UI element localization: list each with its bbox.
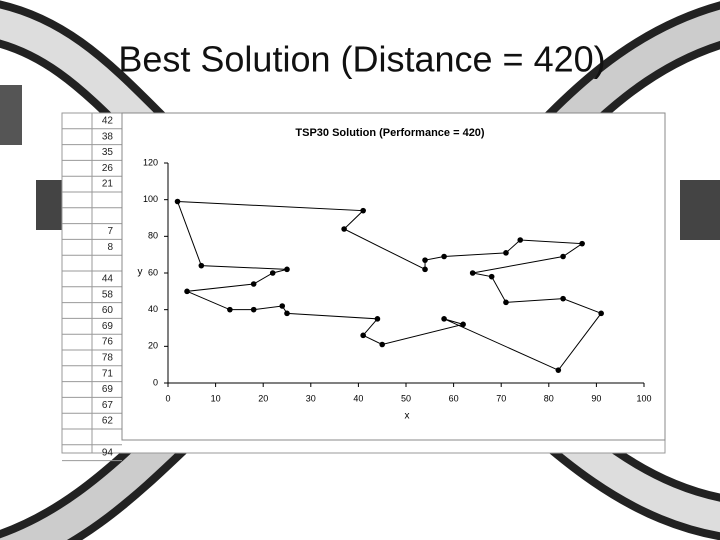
sheet-cell: 78 bbox=[102, 353, 114, 364]
city-point bbox=[374, 316, 381, 322]
x-tick-label: 70 bbox=[496, 393, 506, 403]
city-point bbox=[279, 303, 286, 309]
x-tick-label: 40 bbox=[353, 393, 363, 403]
city-point bbox=[598, 310, 604, 317]
sheet-cell: 44 bbox=[102, 274, 114, 285]
city-point bbox=[284, 310, 290, 317]
city-point bbox=[441, 316, 447, 322]
city-point bbox=[360, 207, 366, 214]
sheet-cell: 69 bbox=[102, 384, 114, 395]
city-point bbox=[284, 266, 290, 273]
x-tick-label: 90 bbox=[591, 393, 601, 403]
city-point bbox=[341, 226, 347, 232]
x-tick-label: 10 bbox=[211, 393, 221, 403]
y-axis-label: y bbox=[138, 267, 143, 278]
y-tick-label: 0 bbox=[153, 377, 158, 387]
x-tick-label: 30 bbox=[306, 393, 316, 403]
sheet-cell: 42 bbox=[102, 116, 114, 127]
city-point bbox=[560, 253, 566, 260]
city-point bbox=[422, 257, 428, 263]
sheet-cell: 38 bbox=[102, 131, 114, 142]
city-point bbox=[560, 295, 566, 302]
city-point bbox=[379, 341, 386, 348]
sheet-cell: 35 bbox=[102, 147, 114, 158]
city-point bbox=[174, 198, 181, 205]
city-point bbox=[579, 240, 585, 247]
x-axis-label: x bbox=[405, 411, 410, 422]
x-tick-label: 20 bbox=[258, 393, 268, 403]
sheet-cell: 71 bbox=[102, 368, 114, 379]
city-point bbox=[227, 306, 233, 313]
chart-title: TSP30 Solution (Performance = 420) bbox=[295, 127, 485, 139]
sheet-cell: 8 bbox=[107, 242, 113, 253]
sheet-cell: 7 bbox=[107, 226, 113, 237]
city-point bbox=[517, 237, 524, 243]
city-point bbox=[503, 299, 509, 306]
city-point bbox=[198, 262, 205, 269]
x-tick-label: 80 bbox=[544, 393, 554, 403]
sheet-cell: 62 bbox=[102, 416, 114, 427]
city-point bbox=[460, 321, 466, 328]
y-tick-label: 100 bbox=[143, 194, 158, 204]
y-tick-label: 80 bbox=[148, 231, 158, 241]
slide-title: Best Solution (Distance = 420) bbox=[118, 39, 605, 80]
dna-rung bbox=[0, 85, 22, 145]
sheet-cell: 69 bbox=[102, 321, 114, 332]
y-tick-label: 120 bbox=[143, 157, 158, 167]
dna-rung bbox=[36, 180, 66, 230]
sheet-cell: 94 bbox=[102, 447, 114, 458]
y-tick-label: 60 bbox=[148, 267, 158, 277]
x-tick-label: 60 bbox=[449, 393, 459, 403]
city-point bbox=[488, 273, 495, 280]
city-point bbox=[250, 281, 257, 287]
city-point bbox=[360, 332, 366, 339]
sheet-cell: 60 bbox=[102, 305, 114, 316]
city-point bbox=[441, 253, 447, 260]
city-point bbox=[250, 306, 257, 313]
chart-area bbox=[121, 112, 666, 441]
sheet-cell: 26 bbox=[102, 163, 114, 174]
city-point bbox=[269, 270, 276, 276]
y-tick-label: 40 bbox=[148, 304, 158, 314]
y-tick-label: 20 bbox=[148, 341, 158, 351]
sheet-cell: 76 bbox=[102, 337, 114, 348]
city-point bbox=[503, 250, 509, 256]
plot: 0 20 40 60 80 100 120 0 10 20 30 40 50 60 70 80 90 100 bbox=[143, 157, 652, 403]
sheet-cell: 67 bbox=[102, 400, 114, 411]
sheet-cell: 58 bbox=[102, 289, 114, 300]
city-point bbox=[469, 270, 476, 276]
x-tick-label: 50 bbox=[401, 393, 411, 403]
x-tick-label: 100 bbox=[636, 393, 651, 403]
sheet-cell: 21 bbox=[102, 179, 114, 190]
city-point bbox=[422, 266, 428, 273]
dna-rung bbox=[680, 180, 720, 240]
city-point bbox=[184, 288, 190, 295]
city-point bbox=[555, 367, 562, 373]
x-tick-label: 0 bbox=[165, 393, 170, 403]
